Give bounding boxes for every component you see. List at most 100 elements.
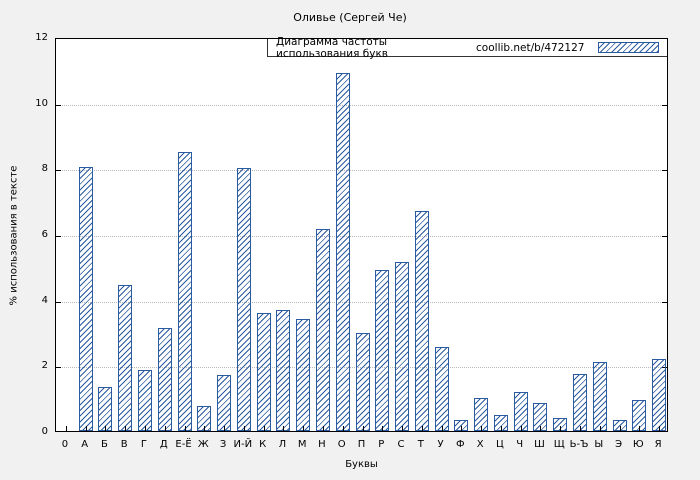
x-tick-mark xyxy=(520,426,522,431)
x-tick-label: З xyxy=(219,439,227,450)
x-tick-label: Щ xyxy=(553,439,565,450)
y-tick-mark xyxy=(662,301,667,303)
x-tick-mark xyxy=(144,426,146,431)
x-tick-mark xyxy=(599,426,601,431)
x-tick-mark xyxy=(322,426,324,431)
x-axis-title: Буквы xyxy=(345,459,378,470)
x-tick-mark xyxy=(461,426,463,431)
bar-Ы xyxy=(592,362,607,431)
gridline xyxy=(56,236,667,237)
x-tick-label: Ц xyxy=(496,439,504,450)
x-tick-mark xyxy=(560,426,562,431)
bar-Д xyxy=(157,327,172,431)
bar-З xyxy=(217,375,232,431)
y-tick-mark xyxy=(662,170,667,172)
x-tick-mark xyxy=(540,426,542,431)
y-tick-label: 6 xyxy=(41,229,48,240)
x-tick-label: Я xyxy=(654,439,662,450)
x-tick-label: П xyxy=(357,439,366,450)
bar-С xyxy=(395,261,410,431)
bar-Г xyxy=(137,370,152,431)
y-tick-label: 12 xyxy=(35,32,48,43)
bar-Л xyxy=(276,309,291,431)
y-tick-label: 10 xyxy=(35,97,48,109)
x-tick-mark xyxy=(125,426,127,431)
x-tick-label: Н xyxy=(318,439,326,450)
x-tick-mark xyxy=(105,426,107,431)
x-tick-mark xyxy=(619,426,621,431)
bar-И-Й xyxy=(236,168,251,431)
y-tick-label: 8 xyxy=(41,163,48,175)
y-tick-mark xyxy=(56,236,61,237)
bar-Е-Ё xyxy=(177,151,192,431)
x-tick-mark xyxy=(659,426,661,431)
x-tick-mark xyxy=(303,426,305,431)
x-tick-mark xyxy=(224,426,226,431)
y-tick-mark xyxy=(662,236,667,237)
y-tick-label: 2 xyxy=(41,360,48,372)
x-tick-mark xyxy=(65,426,67,431)
x-tick-label: Ю xyxy=(632,439,644,450)
x-tick-mark xyxy=(263,426,265,431)
x-tick-label: Д xyxy=(159,439,168,450)
bar-Ь-Ъ xyxy=(573,373,588,431)
x-tick-label: Ь-Ъ xyxy=(569,439,589,450)
x-tick-mark xyxy=(362,426,364,431)
x-tick-label: Е-Ё xyxy=(175,439,192,450)
x-tick-mark xyxy=(402,426,404,431)
y-tick-mark xyxy=(56,367,61,369)
x-tick-label: Г xyxy=(140,439,148,450)
x-tick-label: Э xyxy=(615,439,623,450)
x-tick-mark xyxy=(421,426,423,431)
plot-area: Диаграмма частоты использования букв coo… xyxy=(55,35,668,432)
x-tick-mark xyxy=(164,426,166,431)
bar-А xyxy=(78,166,93,431)
x-tick-label: А xyxy=(81,439,89,450)
bar-Б xyxy=(98,386,113,431)
bar-Р xyxy=(375,270,390,431)
y-tick-label: 4 xyxy=(41,294,48,306)
x-tick-mark xyxy=(639,426,641,431)
x-tick-label: У xyxy=(437,439,444,450)
x-tick-mark xyxy=(342,426,344,431)
x-tick-mark xyxy=(481,426,483,431)
x-tick-mark xyxy=(500,426,502,431)
x-tick-label: Ж xyxy=(197,439,209,450)
bar-Н xyxy=(315,229,330,431)
chart-title: Оливье (Сергей Че) xyxy=(293,11,407,24)
legend-source: coollib.net/b/472127 xyxy=(476,41,585,54)
bar-К xyxy=(256,312,271,431)
x-tick-label: Х xyxy=(476,439,484,450)
legend-box: Диаграмма частоты использования букв coo… xyxy=(267,35,667,60)
y-tick-mark xyxy=(56,301,61,303)
x-tick-label: С xyxy=(397,439,405,450)
x-tick-label: И-Й xyxy=(233,439,253,450)
x-tick-label: Б xyxy=(100,439,108,450)
x-tick-label: Ч xyxy=(516,439,524,450)
x-tick-mark xyxy=(243,426,245,431)
bar-Т xyxy=(414,211,429,431)
bar-В xyxy=(118,284,133,431)
gridline xyxy=(56,104,667,106)
legend-swatch xyxy=(598,42,659,53)
x-tick-label: Л xyxy=(278,439,287,450)
x-tick-mark xyxy=(382,426,384,431)
x-tick-mark xyxy=(85,426,87,431)
x-tick-mark xyxy=(441,426,443,431)
bar-Я xyxy=(652,358,667,431)
bar-П xyxy=(355,332,370,431)
x-tick-label: Р xyxy=(378,439,385,450)
x-tick-mark xyxy=(283,426,285,431)
bar-У xyxy=(434,347,449,431)
legend-label: Диаграмма частоты использования букв xyxy=(276,35,388,60)
x-tick-label: О xyxy=(337,439,346,450)
x-tick-label: 0 xyxy=(61,439,69,450)
bar-О xyxy=(335,73,350,431)
x-tick-label: Т xyxy=(417,439,424,450)
x-tick-label: Ы xyxy=(594,439,604,450)
bar-М xyxy=(296,319,311,431)
x-tick-label: М xyxy=(297,439,307,450)
y-tick-mark xyxy=(662,104,667,106)
x-tick-label: Ф xyxy=(456,439,465,450)
